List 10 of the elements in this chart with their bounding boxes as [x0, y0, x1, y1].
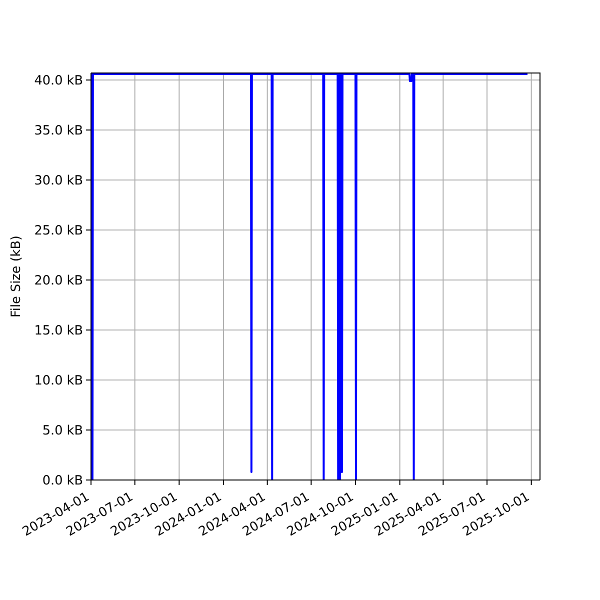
y-tick-label: 0.0 kB: [42, 474, 83, 489]
y-tick-label: 40.0 kB: [34, 74, 83, 89]
y-axis-title: File Size (kB): [9, 236, 24, 318]
y-tick-label: 5.0 kB: [42, 424, 83, 439]
y-tick-label: 20.0 kB: [34, 274, 83, 289]
y-tick-label: 25.0 kB: [34, 224, 83, 239]
y-tick-label: 35.0 kB: [34, 124, 83, 139]
y-tick-label: 30.0 kB: [34, 174, 83, 189]
y-tick-label: 15.0 kB: [34, 324, 83, 339]
y-tick-label: 10.0 kB: [34, 374, 83, 389]
